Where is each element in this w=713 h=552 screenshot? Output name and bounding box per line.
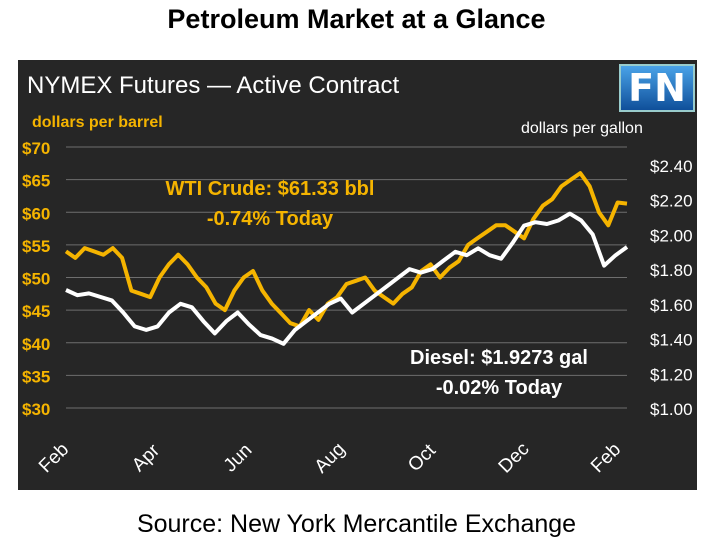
fn-logo: FN <box>619 64 695 112</box>
diesel-annotation: Diesel: $1.9273 gal <box>410 347 588 369</box>
right-tick-label: $1.40 <box>650 331 693 350</box>
right-axis-label: dollars per gallon <box>521 120 643 137</box>
x-tick-label: Dec <box>495 439 534 478</box>
page-title: Petroleum Market at a Glance <box>167 4 546 34</box>
left-tick-label: $30 <box>22 400 50 419</box>
right-tick-label: $2.40 <box>650 157 693 176</box>
left-tick-label: $40 <box>22 335 50 354</box>
wti-line <box>64 171 628 329</box>
right-tick-label: $2.20 <box>650 192 693 211</box>
left-tick-label: $50 <box>22 270 50 289</box>
right-tick-label: $1.60 <box>650 296 693 315</box>
right-tick-label: $1.20 <box>650 365 693 384</box>
left-tick-label: $45 <box>22 302 50 321</box>
left-tick-label: $65 <box>22 172 50 191</box>
wti-annotation: WTI Crude: $61.33 bbl <box>166 178 375 200</box>
diesel-line <box>65 211 629 346</box>
source-note: Source: New York Mercantile Exchange <box>136 510 577 538</box>
left-axis-label: dollars per barrel <box>32 114 163 131</box>
x-tick-label: Feb <box>587 439 625 477</box>
chart-title: NYMEX Futures — Active Contract <box>27 72 399 99</box>
x-tick-label: Jun <box>220 440 257 477</box>
right-tick-label: $1.80 <box>650 261 693 280</box>
x-tick-label: Aug <box>311 439 350 478</box>
chart-panel <box>18 60 697 490</box>
left-tick-label: $55 <box>22 237 50 256</box>
logo-text: FN <box>628 66 686 110</box>
left-tick-label: $60 <box>22 204 50 223</box>
x-tick-label: Feb <box>35 439 73 477</box>
right-tick-label: $1.00 <box>650 400 693 419</box>
left-tick-label: $70 <box>22 139 50 158</box>
right-tick-label: $2.00 <box>650 226 693 245</box>
diesel-change: -0.02% Today <box>436 377 563 399</box>
x-tick-label: Oct <box>404 440 440 476</box>
wti-change: -0.74% Today <box>207 208 334 230</box>
x-tick-label: Apr <box>128 440 164 476</box>
left-tick-label: $35 <box>22 367 50 386</box>
